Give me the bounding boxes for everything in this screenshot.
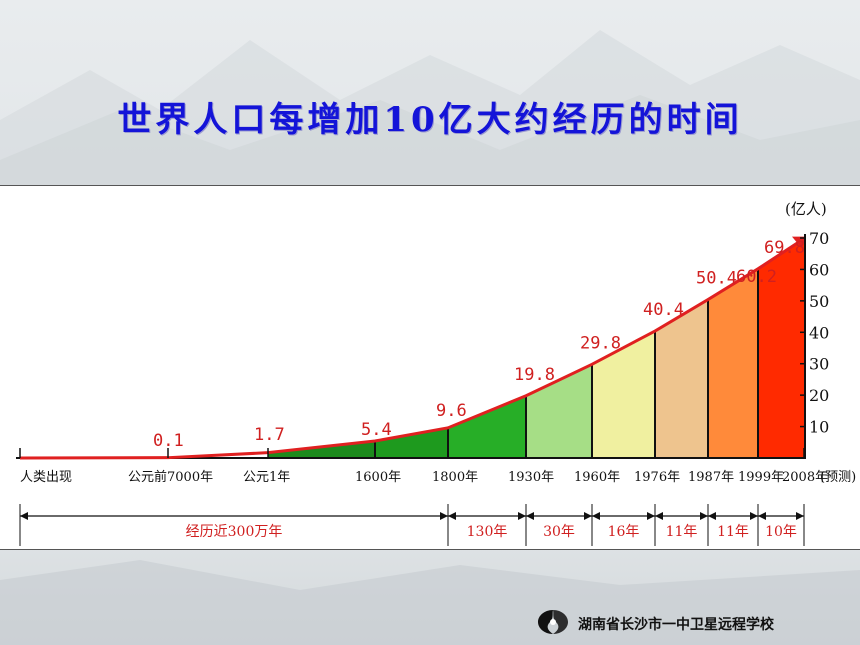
data-label: 0.1 <box>153 431 184 451</box>
x-tick-label: 1976年 <box>634 470 680 485</box>
footer-text: 湖南省长沙市一中卫星远程学校 <box>578 617 774 633</box>
interval-label: 30年 <box>543 524 575 540</box>
line-arrow-head <box>792 236 806 249</box>
x-tick-label: 公元前7000年 <box>128 469 213 485</box>
interval-arrow-left <box>592 512 600 520</box>
x-tick-label: 1800年 <box>432 470 478 485</box>
data-label: 29.8 <box>580 333 621 353</box>
interval-label: 11年 <box>717 524 749 540</box>
area-segment-2 <box>375 427 448 458</box>
area-segment-8 <box>758 238 804 458</box>
forecast-label: (预测) <box>820 470 856 485</box>
interval-arrow-right <box>796 512 804 520</box>
interval-arrow-left <box>526 512 534 520</box>
interval-label: 11年 <box>666 524 698 540</box>
interval-arrow-right <box>750 512 758 520</box>
y-tick-label: 50 <box>809 292 829 311</box>
x-tick-label: 1960年 <box>574 470 620 485</box>
data-label: 40.4 <box>643 300 684 320</box>
data-label: 60.2 <box>736 267 777 287</box>
interval-arrow-right <box>700 512 708 520</box>
interval-label: 130年 <box>467 524 508 540</box>
area-segment-5 <box>592 331 655 458</box>
interval-arrow-left <box>708 512 716 520</box>
data-label: 69.8 <box>764 238 805 258</box>
data-label: 5.4 <box>361 420 392 440</box>
x-tick-label: 公元1年 <box>243 470 290 485</box>
data-label: 19.8 <box>514 365 555 385</box>
population-chart-svg: 0.1 1.7 5.4 9.6 19.8 29.8 40.4 50.4 60.2 69.8 10 20… <box>16 200 856 546</box>
area-segment-7 <box>708 268 758 458</box>
interval-arrow-right <box>518 512 526 520</box>
y-tick-label: 30 <box>809 355 829 374</box>
slide-title: 世界人口每增加10亿大约经历的时间 <box>117 100 743 140</box>
interval-label: 16年 <box>608 524 640 540</box>
x-tick-label: 2008年 <box>782 470 828 485</box>
area-segment-4 <box>526 364 592 458</box>
y-tick-label: 70 <box>809 229 829 248</box>
interval-label: 经历近300万年 <box>186 524 283 540</box>
area-segment-6 <box>655 299 708 458</box>
data-label: 1.7 <box>254 425 285 445</box>
interval-arrow-left <box>655 512 663 520</box>
x-tick-label: 1999年 <box>738 470 784 485</box>
data-label: 50.4 <box>696 269 737 289</box>
interval-arrow-left <box>448 512 456 520</box>
interval-arrow-left <box>758 512 766 520</box>
school-logo-icon <box>538 610 568 634</box>
x-tick-label: 1600年 <box>355 470 401 485</box>
area-segment-3 <box>448 395 526 458</box>
y-tick-label: 40 <box>809 323 829 342</box>
y-tick-label: 60 <box>809 260 829 279</box>
interval-arrow-right <box>647 512 655 520</box>
y-tick-label: 20 <box>809 386 829 405</box>
x-tick-label: 1930年 <box>508 470 554 485</box>
interval-label: 10年 <box>765 524 797 540</box>
data-label: 9.6 <box>436 401 467 421</box>
interval-arrow-right <box>584 512 592 520</box>
interval-arrow-left <box>20 512 28 520</box>
y-tick-label: 10 <box>809 418 829 437</box>
x-tick-label: 1987年 <box>688 470 734 485</box>
interval-arrow-right <box>440 512 448 520</box>
x-tick-label: 人类出现 <box>20 470 72 485</box>
footer: 湖南省长沙市一中卫星远程学校 <box>536 606 860 638</box>
y-axis-unit-label: (亿人) <box>785 200 827 218</box>
population-chart: 0.1 1.7 5.4 9.6 19.8 29.8 40.4 50.4 60.2 69.8 10 20… <box>0 185 860 550</box>
population-line <box>19 237 805 460</box>
